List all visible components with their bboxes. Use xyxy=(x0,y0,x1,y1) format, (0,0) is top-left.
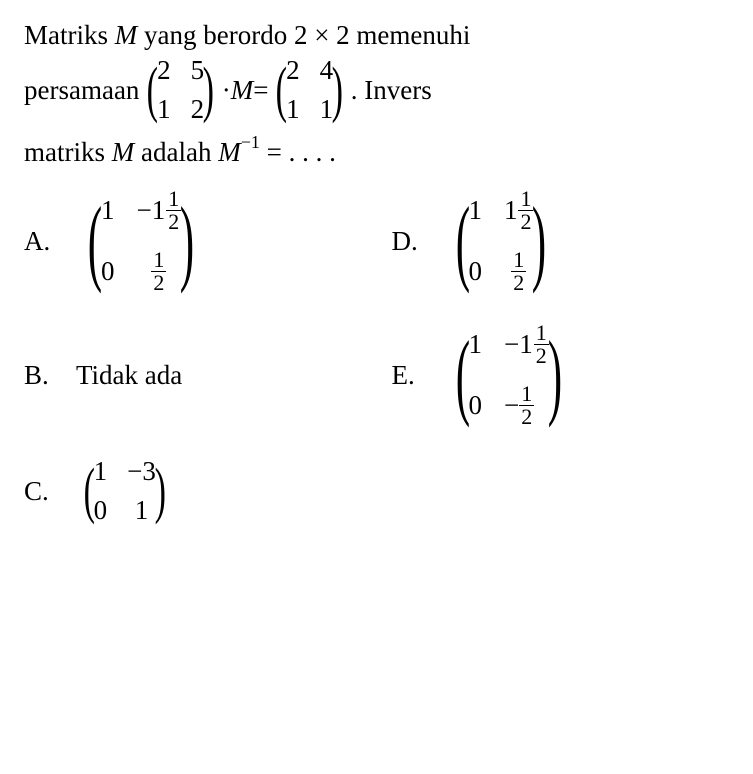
denominator: 2 xyxy=(519,406,534,428)
matrix-body: 1 − 1 12 0 − 12 xyxy=(468,322,548,428)
question-line-2: persamaan ( 2 5 1 2 ) · M = ( 2 4 1 1 ) … xyxy=(24,55,729,125)
cell: 1 xyxy=(94,456,108,487)
fraction: 12 xyxy=(504,249,534,294)
matrix-body: 2 5 1 2 xyxy=(157,55,204,125)
text: adalah xyxy=(134,137,218,167)
option-label: B. xyxy=(24,360,58,391)
matrix-body: 1 1 12 0 12 xyxy=(468,188,533,294)
question-line-1: Matriks M yang berordo 2 × 2 memenuhi xyxy=(24,20,729,51)
paren-left: ( xyxy=(276,65,287,116)
paren-right: ) xyxy=(155,466,166,517)
options-grid: A. ( 1 − 1 12 0 12 ) D. ( 1 1 xyxy=(24,188,729,526)
paren-left: ( xyxy=(88,203,102,280)
option-text: Tidak ada xyxy=(76,360,182,391)
denominator: 2 xyxy=(534,345,549,367)
fraction: 12 xyxy=(534,322,549,367)
fraction: 12 xyxy=(519,383,534,428)
cell: 1 xyxy=(127,495,156,526)
denominator: 2 xyxy=(151,272,166,294)
option-matrix: ( 1 − 1 12 0 − 12 ) xyxy=(447,322,571,428)
whole: 1 xyxy=(504,195,518,226)
option-d: D. ( 1 1 12 0 12 ) xyxy=(392,188,730,294)
equals: = xyxy=(253,75,268,106)
text: persamaan xyxy=(24,75,139,106)
variable-m: M xyxy=(115,20,138,50)
cell: −3 xyxy=(127,456,156,487)
option-e: E. ( 1 − 1 12 0 − 12 ) xyxy=(392,322,730,428)
cell: 1 xyxy=(101,195,115,226)
cell: 2 xyxy=(286,55,300,86)
numerator: 1 xyxy=(511,249,526,272)
variable-m: M xyxy=(231,75,254,106)
denominator: 2 xyxy=(511,272,526,294)
paren-right: ) xyxy=(547,337,561,414)
option-label: E. xyxy=(392,360,426,391)
cell: 1 xyxy=(286,94,300,125)
numerator: 1 xyxy=(519,383,534,406)
matrix-left: ( 2 5 1 2 ) xyxy=(142,55,218,125)
paren-left: ( xyxy=(455,203,469,280)
matrix-right: ( 2 4 1 1 ) xyxy=(271,55,347,125)
fraction: 12 xyxy=(136,249,181,294)
paren-right: ) xyxy=(532,203,546,280)
option-matrix: ( 1 −3 0 1 ) xyxy=(79,456,171,526)
paren-left: ( xyxy=(455,337,469,414)
paren-left: ( xyxy=(84,466,95,517)
cell: 2 xyxy=(157,55,171,86)
text: matriks xyxy=(24,137,112,167)
cell: − 12 xyxy=(504,383,549,428)
variable-m: M xyxy=(218,137,241,167)
question-line-3: matriks M adalah M−1 = . . . . xyxy=(24,135,729,168)
cell: − 1 12 xyxy=(504,322,549,367)
text: yang berordo 2 × 2 memenuhi xyxy=(137,20,470,50)
paren-right: ) xyxy=(332,65,343,116)
cell: 0 xyxy=(468,256,482,287)
cell: 1 xyxy=(468,329,482,360)
matrix-body: 1 −3 0 1 xyxy=(94,456,156,526)
text: . Invers xyxy=(351,75,432,106)
matrix-body: 1 − 1 12 0 12 xyxy=(101,188,181,294)
whole: 1 xyxy=(519,329,533,360)
cell: 0 xyxy=(94,495,108,526)
variable-m: M xyxy=(112,137,135,167)
text: = . . . . xyxy=(260,137,336,167)
cell: 1 12 xyxy=(504,188,534,233)
paren-right: ) xyxy=(203,65,214,116)
cell: − 1 12 xyxy=(136,188,181,233)
dot: · xyxy=(222,75,231,106)
whole: 1 xyxy=(152,195,166,226)
cell: 1 xyxy=(157,94,171,125)
option-label: C. xyxy=(24,476,58,507)
option-a: A. ( 1 − 1 12 0 12 ) xyxy=(24,188,362,294)
text: Matriks xyxy=(24,20,115,50)
exponent: −1 xyxy=(241,132,260,152)
paren-right: ) xyxy=(180,203,194,280)
numerator: 1 xyxy=(534,322,549,345)
paren-left: ( xyxy=(147,65,158,116)
sign: − xyxy=(136,195,151,226)
option-label: D. xyxy=(392,226,426,257)
option-c: C. ( 1 −3 0 1 ) xyxy=(24,456,362,526)
sign: − xyxy=(504,390,519,421)
cell: 0 xyxy=(468,390,482,421)
numerator: 1 xyxy=(151,249,166,272)
option-matrix: ( 1 − 1 12 0 12 ) xyxy=(79,188,203,294)
matrix-body: 2 4 1 1 xyxy=(286,55,333,125)
option-matrix: ( 1 1 12 0 12 ) xyxy=(447,188,556,294)
option-b: B. Tidak ada xyxy=(24,322,362,428)
cell: 0 xyxy=(101,256,115,287)
sign: − xyxy=(504,329,519,360)
cell: 1 xyxy=(468,195,482,226)
option-label: A. xyxy=(24,226,58,257)
